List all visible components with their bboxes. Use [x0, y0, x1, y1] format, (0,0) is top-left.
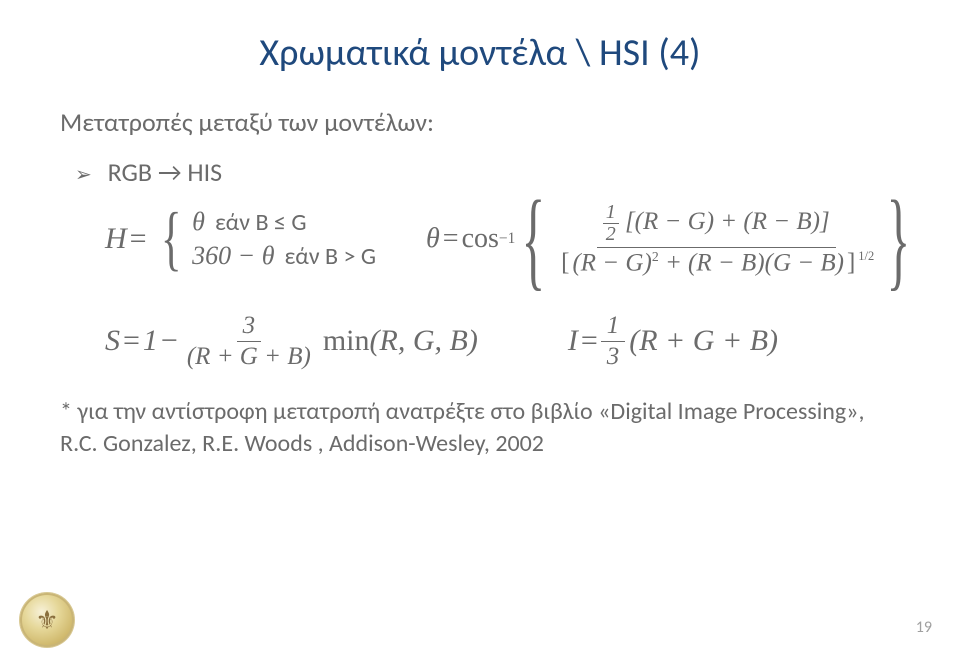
page-number: 19 [916, 618, 932, 637]
conversion-text: RGB → HIS [108, 156, 222, 188]
logo-icon: ⚜ [20, 593, 74, 647]
h-formula: H = { θ εάν B ≤ G 360 − θ εάν B > G [105, 207, 376, 271]
i-formula: I = 1 3 (R + G + B) [568, 313, 778, 371]
subtitle: Μετατροπές μεταξύ των μοντέλων: [60, 106, 900, 138]
formula-row-1: H = { θ εάν B ≤ G 360 − θ εάν B > G θ = … [105, 202, 900, 277]
page-title: Χρωματικά μοντέλα \ HSI (4) [60, 30, 900, 76]
formula-row-2: S = 1 − 3 (R + G + B) min (R, G, B) I = … [105, 313, 900, 371]
theta-formula: θ = cos−1 { 1 2 [(R − G) + (R − B)] [(R … [426, 202, 917, 277]
conversion-direction: ➢ RGB → HIS [75, 156, 900, 188]
slide: Χρωματικά μοντέλα \ HSI (4) Μετατροπές μ… [0, 0, 960, 655]
bullet-icon: ➢ [75, 163, 92, 187]
footnote: * για την αντίστροφη μετατροπή ανατρέξτε… [60, 396, 900, 461]
s-formula: S = 1 − 3 (R + G + B) min (R, G, B) [105, 313, 478, 371]
